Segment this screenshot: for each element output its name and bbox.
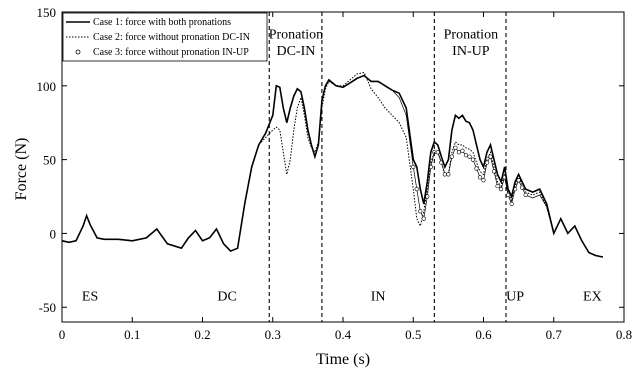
series-point-case-3 bbox=[523, 192, 528, 198]
x-tick-label: 0 bbox=[59, 327, 66, 342]
series-point-case-3 bbox=[421, 216, 426, 221]
annotation-line1: Pronation bbox=[269, 28, 323, 43]
legend-swatch-case-3 bbox=[75, 49, 81, 55]
x-tick-label: 0.2 bbox=[194, 327, 210, 342]
y-tick-label: 150 bbox=[37, 5, 57, 20]
x-tick-label: 0.1 bbox=[124, 327, 140, 342]
y-tick-label: -50 bbox=[39, 300, 56, 315]
phase-labels: ES DC IN UP EX bbox=[82, 289, 602, 304]
series-line-case-2 bbox=[61, 71, 603, 258]
phase-label: UP bbox=[506, 289, 524, 304]
series-point-case-3 bbox=[520, 185, 525, 190]
series-point-case-3 bbox=[463, 153, 469, 158]
series-point-case-3 bbox=[516, 178, 521, 183]
x-tick-label: 0.5 bbox=[405, 327, 421, 342]
series-line-case-1 bbox=[61, 74, 604, 258]
series-point-case-3 bbox=[425, 194, 430, 199]
x-tick-label: 0.6 bbox=[475, 327, 492, 342]
annotation-line1: Pronation bbox=[444, 28, 498, 43]
series-point-case-3 bbox=[509, 201, 514, 207]
series-line-case-3 bbox=[61, 75, 603, 258]
series-point-case-3 bbox=[456, 150, 462, 155]
legend-label-case-1: Case 1: force with both pronations bbox=[93, 17, 231, 28]
series-point-case-3 bbox=[481, 178, 486, 183]
phase-label: IN bbox=[371, 289, 386, 304]
series-point-case-3 bbox=[442, 172, 447, 177]
phase-label: DC bbox=[217, 289, 236, 304]
y-axis-label: Force (N) bbox=[13, 138, 30, 201]
phase-label: EX bbox=[583, 289, 602, 304]
series-point-case-3 bbox=[446, 172, 451, 177]
series-point-case-3 bbox=[488, 154, 493, 159]
x-tick-label: 0.3 bbox=[265, 327, 281, 342]
series-point-case-3 bbox=[495, 184, 500, 189]
legend-box bbox=[62, 12, 268, 62]
legend: Case 1: force with both pronations Case … bbox=[62, 12, 268, 62]
phase-boundary-lines bbox=[268, 12, 507, 322]
series-point-case-3 bbox=[453, 145, 458, 150]
series-point-case-3 bbox=[411, 164, 416, 170]
series-point-case-3 bbox=[491, 169, 497, 174]
x-tick-label: 0.4 bbox=[335, 327, 352, 342]
x-tick-label: 0.7 bbox=[546, 327, 563, 342]
x-tick-label: 0.8 bbox=[616, 327, 632, 342]
series-point-case-3 bbox=[414, 187, 419, 192]
series-point-case-3 bbox=[484, 160, 490, 165]
legend-label-case-2: Case 2: force without pronation DC-IN bbox=[93, 32, 250, 43]
y-tick-label: 100 bbox=[37, 79, 57, 94]
series-point-case-3 bbox=[470, 157, 476, 162]
annotation-line2: DC-IN bbox=[276, 44, 315, 59]
series-point-case-3 bbox=[474, 166, 479, 171]
series-point-case-3 bbox=[498, 187, 504, 192]
phase-label: ES bbox=[82, 289, 98, 304]
series-point-case-3 bbox=[460, 148, 465, 153]
annotation-line2: IN-UP bbox=[452, 44, 490, 59]
y-tick-label: 50 bbox=[43, 153, 56, 168]
series-point-case-3 bbox=[505, 192, 511, 198]
x-axis-label: Time (s) bbox=[316, 351, 370, 368]
series-point-case-3 bbox=[467, 154, 472, 159]
series-point-case-3 bbox=[449, 154, 454, 159]
series-point-case-3 bbox=[477, 175, 483, 180]
series-layer bbox=[61, 71, 604, 258]
legend-label-case-3: Case 3: force without pronation IN-UP bbox=[93, 47, 249, 58]
series-point-case-3 bbox=[418, 209, 423, 214]
y-tick-label: 0 bbox=[50, 226, 57, 241]
